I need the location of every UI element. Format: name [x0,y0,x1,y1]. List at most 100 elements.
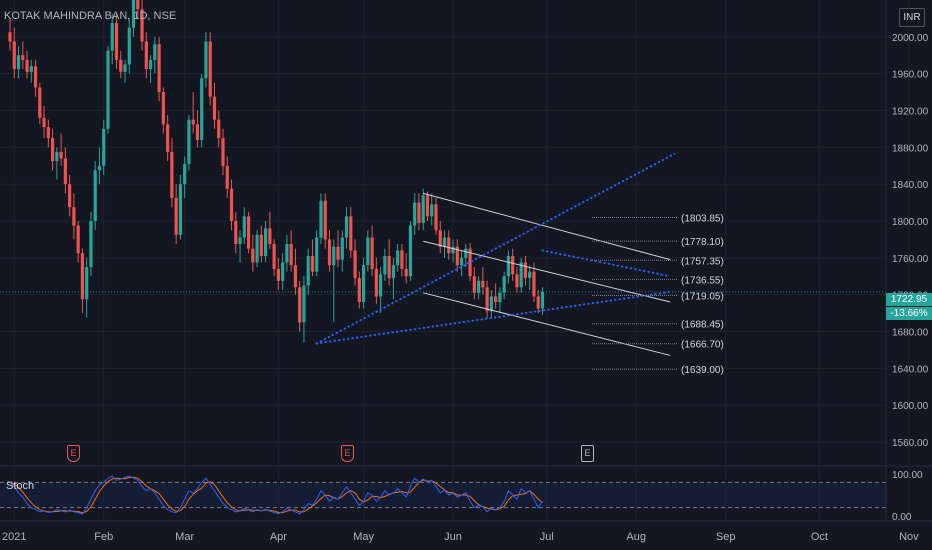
fib-level-label: (1639.00) [681,365,724,376]
channel-upper-line [423,192,671,261]
candle-body [123,64,127,72]
candle-body [174,197,178,235]
candle-body [195,124,200,140]
candle-body [217,119,221,139]
price-tick-label: 1920.00 [892,106,929,117]
grid [0,0,910,520]
symbol-title: KOTAK MAHINDRA BAN, 1D, NSE [4,10,177,22]
candle-body [404,268,408,277]
time-tick-label: Apr [270,531,287,543]
candle-body [183,163,187,185]
currency-button[interactable]: INR [899,8,925,27]
price-tick-label: 1680.00 [892,327,929,338]
candle-body [157,44,161,93]
candle-body [25,59,29,72]
candle-body [408,225,413,277]
candle-body [464,248,468,258]
candle-body [272,244,276,269]
candle-body [221,138,225,166]
candle-body [323,200,327,240]
candle-body [33,66,38,88]
candle-body [447,237,451,254]
candle-body [204,41,208,79]
candle-body [357,278,361,303]
channel-mid-line [423,240,671,303]
candle-body [425,195,430,217]
candle-body [361,265,366,303]
fib-level-label: (1736.55) [681,275,724,286]
candle-body [251,248,255,263]
candle-body [438,230,442,247]
fib-level-label: (1803.85) [681,213,724,224]
candle-body [16,55,21,70]
candle-body [114,23,119,60]
time-tick-label: Sep [716,531,736,543]
candle-body [455,246,459,266]
candle-body [506,255,511,277]
fib-levels: (1803.85) (1778.10) (1757.35) (1736.55) (171… [592,213,724,376]
candle-body [349,216,353,251]
candle-body [72,207,76,226]
candle-body [225,165,229,189]
time-tick-label: Jul [540,531,554,543]
candle-body [259,234,263,256]
candle-body [285,244,289,263]
candle-body [38,87,42,118]
stoch-pane [0,475,886,515]
candle-body [532,271,536,297]
candle-body [80,253,85,300]
candle-body [442,237,447,247]
price-tick-label: 1760.00 [892,254,929,265]
candle-body [417,202,421,223]
candle-body [12,41,16,70]
candle-body [281,262,285,281]
candle-body [400,250,404,269]
earnings-flag[interactable]: E [581,445,594,462]
candle-body [340,237,344,260]
candle-body [370,237,374,269]
candle-body [430,204,434,217]
candle-body [59,151,63,159]
candle-body [485,287,489,312]
candle-body [246,216,251,249]
fib-level-label: (1757.35) [681,256,724,267]
candle-body [528,271,532,279]
candle-body [68,184,72,208]
earnings-flag[interactable]: E [67,445,80,462]
time-tick-label: Jun [444,531,462,543]
candle-body [208,41,212,97]
candle-body [366,237,370,266]
candle-body [519,262,523,288]
last-price-tag: 1722.95 [886,293,932,306]
candle-body [212,96,217,120]
candle-body [494,296,498,303]
candle-body [477,280,481,293]
candle-body [200,78,204,140]
candle-body [459,257,464,266]
candle-body [293,265,298,288]
candle-body [387,255,391,279]
channel-lower-line [423,292,671,356]
candle-body [344,216,349,238]
fib-level-label: (1719.05) [681,292,724,303]
candle-body [421,195,425,223]
price-tick-label: 2000.00 [892,33,929,44]
candle-body [238,237,242,245]
time-tick-label: May [353,531,374,543]
candle-body [498,292,502,303]
candle-body [374,268,378,297]
price-tick-label: 1640.00 [892,364,929,375]
candle-body [315,237,319,272]
candle-body [21,55,25,60]
candle-body [148,59,153,70]
candle-body [540,291,545,309]
stoch-indicator-label[interactable]: Stoch [6,480,35,492]
candle-body [502,276,506,293]
candle-body [153,44,157,60]
time-tick-label: Nov [899,531,919,543]
earnings-flag[interactable]: E [341,445,354,462]
candle-body [306,255,310,286]
fib-level-label: (1666.70) [681,340,724,351]
